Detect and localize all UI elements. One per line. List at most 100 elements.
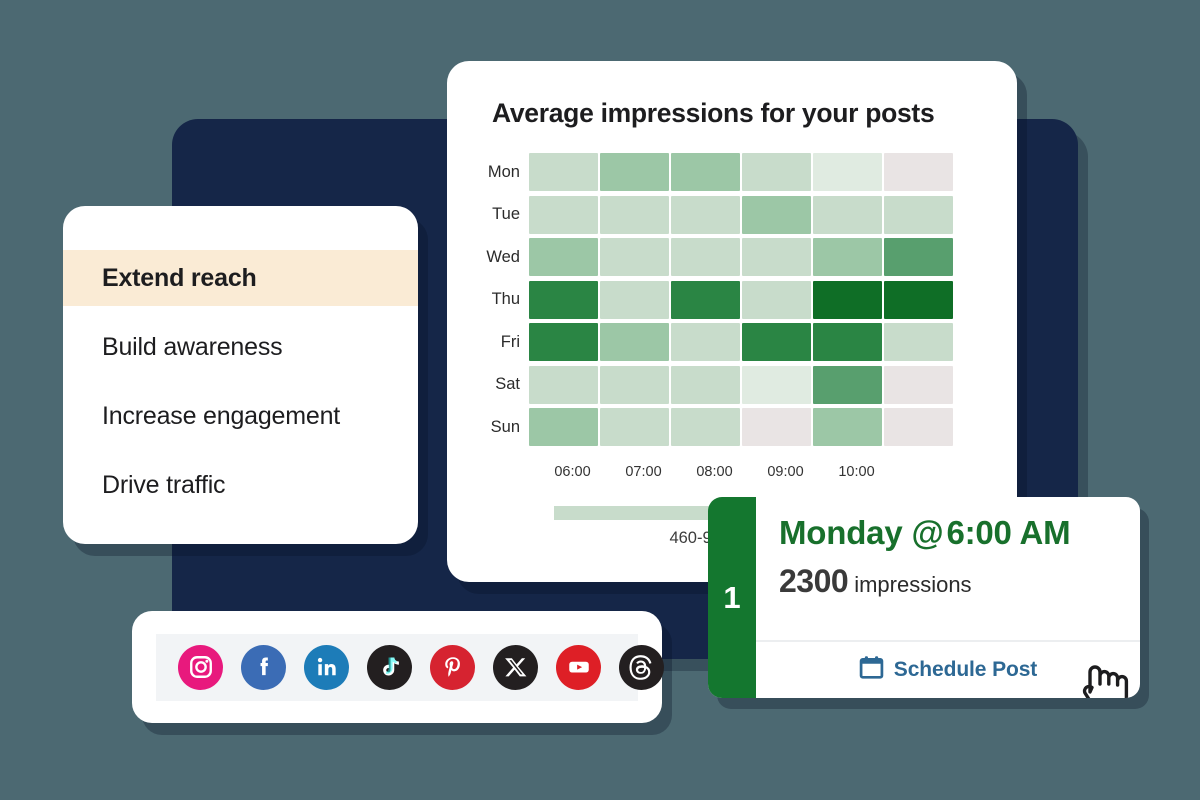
heatmap-row-label-wed: Wed [486, 247, 520, 266]
heatmap-cell[interactable] [884, 195, 953, 234]
heatmap-cell[interactable] [671, 408, 740, 447]
heatmap-cell[interactable] [884, 408, 953, 447]
heatmap-cell[interactable] [600, 408, 669, 447]
best-time-clock: 6:00 AM [946, 514, 1071, 551]
heatmap-cell[interactable] [742, 323, 811, 362]
heatmap-row-cells [529, 280, 953, 319]
heatmap-row-label-sun: Sun [490, 417, 520, 436]
impressions-heatmap: Mon Tue Wed Thu Fri Sat Sun [447, 151, 1017, 449]
heatmap-cell[interactable] [742, 195, 811, 234]
heatmap-x-tick: 08:00 [696, 464, 733, 480]
tooltip-footer: Schedule Post [756, 640, 1140, 698]
heatmap-row-label-tue: Tue [492, 205, 520, 224]
heatmap-row-cells [529, 323, 953, 362]
heatmap-cell[interactable] [529, 195, 598, 234]
social-networks-strip [156, 633, 664, 701]
heatmap-cell[interactable] [884, 238, 953, 277]
heatmap-cell[interactable] [884, 153, 953, 192]
heatmap-cell[interactable] [671, 238, 740, 277]
tiktok-icon[interactable] [367, 644, 412, 690]
cursor-pointer-icon [1078, 654, 1136, 698]
heatmap-row-cells [529, 195, 953, 234]
heatmap-row: Sat [447, 364, 1017, 407]
heatmap-row-label-fri: Fri [500, 332, 520, 351]
heatmap-row: Fri [447, 321, 1017, 364]
threads-icon[interactable] [619, 644, 664, 690]
tooltip-body: Monday @6:00 AM 2300 impressions Schedule … [756, 497, 1140, 698]
heatmap-cell[interactable] [813, 280, 882, 319]
heatmap-row-cells [529, 365, 953, 404]
heatmap-cell[interactable] [813, 153, 882, 192]
heatmap-cell[interactable] [742, 153, 811, 192]
heatmap-cell[interactable] [600, 195, 669, 234]
legend-range-label: 460-920 [669, 529, 730, 547]
pinterest-icon[interactable] [430, 644, 475, 690]
heatmap-cell[interactable] [529, 153, 598, 192]
heatmap-x-tick [893, 464, 962, 480]
heatmap-cell[interactable] [742, 408, 811, 447]
heatmap-cell[interactable] [813, 408, 882, 447]
at-symbol: @ [911, 514, 944, 551]
heatmap-cell[interactable] [671, 195, 740, 234]
heatmap-x-tick: 09:00 [767, 464, 804, 480]
impressions-value: 2300 [779, 563, 849, 599]
legend-swatch [554, 506, 730, 520]
heatmap-x-tick: 06:00 [554, 464, 591, 480]
heatmap-legend: 460-920 [554, 506, 730, 548]
heatmap-row-label-sat: Sat [495, 375, 520, 394]
heatmap-cell[interactable] [600, 323, 669, 362]
goal-option-drive-traffic[interactable]: Drive traffic [102, 470, 226, 499]
impressions-chart-card: Average impressions for your posts Mon Tu… [447, 61, 1017, 582]
heatmap-cell[interactable] [884, 323, 953, 362]
heatmap-cell[interactable] [742, 238, 811, 277]
heatmap-row-cells [529, 408, 953, 447]
youtube-icon[interactable] [556, 644, 601, 690]
heatmap-cell[interactable] [600, 238, 669, 277]
goal-option-increase-engagement[interactable]: Increase engagement [102, 401, 341, 430]
best-time-day: Monday [779, 514, 903, 551]
heatmap-cell[interactable] [813, 238, 882, 277]
page-title: Average impressions for your posts [492, 98, 935, 128]
heatmap-cell[interactable] [529, 238, 598, 277]
heatmap-row: Tue [447, 194, 1017, 237]
heatmap-cell[interactable] [529, 323, 598, 362]
x-icon[interactable] [493, 644, 538, 690]
heatmap-cell[interactable] [671, 365, 740, 404]
heatmap-cell[interactable] [671, 323, 740, 362]
linkedin-icon[interactable] [304, 644, 349, 690]
rank-badge: 1 [708, 497, 756, 698]
heatmap-row: Wed [447, 236, 1017, 279]
goals-selector-card: Extend reach Build awareness Increase enga… [63, 206, 418, 544]
heatmap-cell[interactable] [529, 408, 598, 447]
goal-option-extend-reach[interactable]: Extend reach [63, 250, 418, 306]
heatmap-row-label-mon: Mon [487, 162, 520, 181]
heatmap-row: Sun [447, 406, 1017, 449]
social-networks-card [132, 611, 664, 723]
heatmap-cell[interactable] [600, 280, 669, 319]
heatmap-x-tick: 10:00 [838, 464, 875, 480]
heatmap-cell[interactable] [742, 365, 811, 404]
heatmap-cell[interactable] [671, 153, 740, 192]
heatmap-cell[interactable] [813, 195, 882, 234]
schedule-post-button[interactable]: Schedule Post [893, 658, 1038, 681]
heatmap-cell[interactable] [742, 280, 811, 319]
heatmap-cell[interactable] [884, 365, 953, 404]
instagram-icon[interactable] [178, 644, 223, 690]
heatmap-x-axis: 06:00 07:00 08:00 09:00 10:00 [538, 464, 962, 480]
heatmap-cell[interactable] [529, 280, 598, 319]
calendar-icon [859, 655, 884, 685]
goal-option-build-awareness[interactable]: Build awareness [102, 332, 283, 361]
heatmap-cell[interactable] [884, 280, 953, 319]
best-time-heading: Monday @6:00 AM [779, 514, 1140, 552]
heatmap-cell[interactable] [600, 365, 669, 404]
facebook-icon[interactable] [241, 644, 286, 690]
heatmap-cell[interactable] [529, 365, 598, 404]
heatmap-cell[interactable] [600, 153, 669, 192]
heatmap-cell[interactable] [813, 365, 882, 404]
heatmap-row-cells [529, 238, 953, 277]
heatmap-cell[interactable] [813, 323, 882, 362]
heatmap-cell[interactable] [671, 280, 740, 319]
tooltip-main: Monday @6:00 AM 2300 impressions [756, 497, 1140, 640]
impressions-metric: 2300 impressions [779, 563, 1140, 600]
